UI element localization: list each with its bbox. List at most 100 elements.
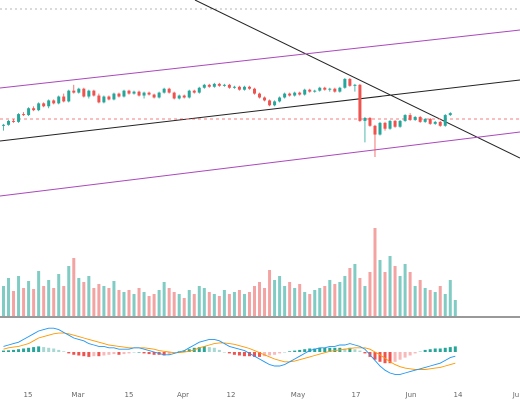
candle [132,90,136,95]
candle-body [217,83,221,86]
time-axis-label: 15 [24,391,33,399]
macd-histogram-bar [132,352,136,353]
volume-bar [202,288,206,316]
macd-histogram-bar [388,352,392,364]
candle-body [57,96,61,104]
drawing-lines-layer [0,0,520,197]
macd-histogram-bar [438,348,442,352]
volume-bar [212,294,216,316]
macd-histogram-bar [62,351,66,352]
volume-bar [127,290,131,316]
candle-body [268,100,272,106]
volume-bar [253,286,256,316]
candle [293,91,297,97]
candle [263,96,267,102]
candle [182,94,186,99]
macd-histogram-bar [423,349,427,352]
candle-body [17,114,21,122]
volume-bar [232,292,236,316]
candle [273,100,277,107]
candle [197,86,201,94]
candle-body [398,120,402,127]
candle [393,119,397,128]
candle-body [72,90,76,93]
volume-bar [288,282,292,316]
macd-histogram-bar [378,352,382,362]
volume-bar [207,292,211,316]
candle-body [167,88,171,93]
candle [258,92,262,99]
time-axis-label: 17 [352,391,361,399]
candle-body [2,124,5,126]
candle-body [107,96,111,100]
candle-body [22,114,26,116]
macd-histogram-bar [403,352,407,358]
macd-histogram-bar [147,352,151,355]
candle-body [222,84,226,86]
candle-body [353,84,357,86]
macd-histogram-bar [237,352,241,356]
time-axis[interactable]: 15 Mar 15 Apr 12 May 17 Jun 14 Ju [24,391,520,399]
volume-bar [348,268,352,316]
macd-histogram-bar [97,352,101,357]
macd-histogram-bar [313,348,317,352]
candle [12,118,16,123]
volume-bar [62,286,66,316]
candle [328,87,332,92]
candle [308,88,312,93]
candle [112,92,116,101]
candle-body [212,83,216,87]
candle [217,82,221,87]
volume-bar [448,280,452,316]
volume-bar [318,288,322,316]
candle-body [303,89,307,95]
time-axis-label: Ju [512,391,520,399]
candle-body [182,95,186,98]
candle [418,116,422,123]
candle [37,102,41,112]
candle [237,85,241,91]
candle-body [32,108,36,111]
candle-body [428,118,432,124]
volume-bar [413,286,417,316]
macd-histogram-bar [152,352,156,355]
candle [57,95,61,105]
macd-histogram-bar [52,348,56,352]
candle-body [87,90,91,97]
macd-histogram-bar [247,352,251,357]
macd-histogram-bar [142,352,146,354]
volume-layer [2,228,457,316]
macd-layer [2,327,457,375]
macd-histogram-bar [27,347,31,352]
volume-bar [82,282,86,316]
volume-bar [453,300,457,316]
macd-histogram-bar [343,348,347,352]
macd-signal-line [3,332,456,370]
candle-body [197,87,201,93]
macd-histogram-bar [67,352,71,354]
macd-histogram-bar [278,352,282,354]
volume-bar [388,256,392,316]
volume-bar [67,266,71,316]
time-axis-label: May [291,391,305,399]
candle-body [52,100,56,104]
candle-body [423,118,427,122]
volume-bar [237,290,241,316]
volume-bar [182,298,186,316]
candle [373,124,377,157]
volume-bar [398,276,402,316]
candle [318,86,322,92]
volume-bar [52,288,56,316]
candle [358,83,362,122]
macd-histogram-bar [453,346,457,352]
macd-histogram-bar [77,352,81,356]
candle [117,92,121,98]
macd-histogram-bar [122,352,126,355]
macd-histogram-bar [227,352,231,354]
macd-histogram-bar [363,352,367,354]
volume-bar [333,284,337,316]
volume-bar [47,280,51,316]
volume-bar [72,258,76,316]
candle-body [418,117,422,122]
